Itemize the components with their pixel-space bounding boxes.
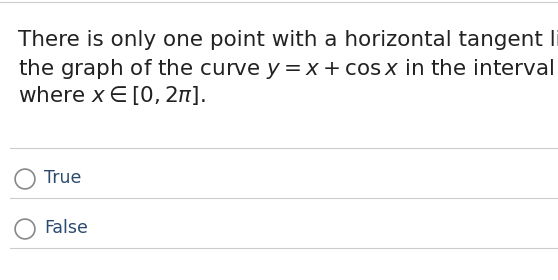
- Text: the graph of the curve $y = x + \cos x$ in the interval: the graph of the curve $y = x + \cos x$ …: [18, 57, 555, 81]
- Text: True: True: [44, 169, 81, 187]
- Text: False: False: [44, 219, 88, 237]
- Text: There is only one point with a horizontal tangent line to: There is only one point with a horizonta…: [18, 30, 558, 50]
- Text: where $x \in [0, 2\pi]$.: where $x \in [0, 2\pi]$.: [18, 84, 206, 107]
